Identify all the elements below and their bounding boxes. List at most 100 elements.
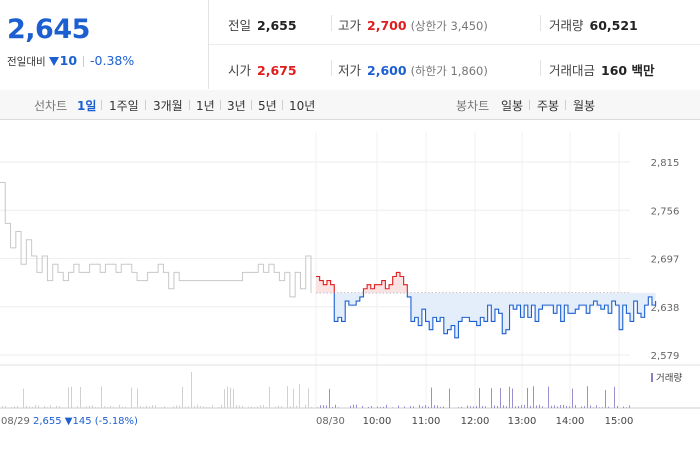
volume-bar xyxy=(317,407,318,408)
volume-bar xyxy=(113,406,114,408)
volume-bar xyxy=(419,404,420,408)
volume-bar xyxy=(17,405,18,408)
volume-bar xyxy=(89,405,90,408)
volume-bar xyxy=(143,407,144,408)
volume-bar xyxy=(248,406,249,408)
stat-trade-value: 거래대금 160 백만 xyxy=(549,60,654,79)
volume-bar xyxy=(35,404,36,408)
volume-bar xyxy=(563,404,564,408)
tab-3month[interactable]: 3개월 xyxy=(153,99,183,113)
stat-high: 고가 2,700 (상한가 3,450) xyxy=(338,15,488,34)
high-value: 2,700 xyxy=(367,18,407,33)
volume-bar xyxy=(572,388,573,408)
volume-bar xyxy=(38,405,39,408)
volume-bar xyxy=(206,406,207,408)
stat-low: 저가 2,600 (하한가 1,860) xyxy=(338,60,488,79)
prev-close-label: 전일 xyxy=(228,18,252,33)
volume-bar xyxy=(203,406,204,408)
volume-bar xyxy=(320,405,321,408)
volume-bar xyxy=(134,407,135,408)
volume-bar xyxy=(428,406,429,408)
volume-bar xyxy=(533,386,534,408)
prev-close-value: 2,655 xyxy=(257,18,297,33)
volume-bar xyxy=(527,387,528,408)
volume-bar xyxy=(584,406,585,408)
volume-bar xyxy=(95,406,96,408)
divider xyxy=(282,100,283,110)
volume-bar xyxy=(11,407,12,408)
volume-bar xyxy=(68,387,69,408)
volume-bar xyxy=(296,405,297,408)
volume-bar xyxy=(194,406,195,408)
volume-bar xyxy=(200,406,201,408)
volume-bar xyxy=(521,405,522,408)
volume-bar xyxy=(218,406,219,408)
today-line-up xyxy=(316,271,408,293)
volume-bar xyxy=(542,406,543,408)
volume-bar xyxy=(263,405,264,408)
volume-bar xyxy=(398,405,399,408)
volume-bar xyxy=(32,406,33,408)
volume-bar xyxy=(329,388,330,408)
volume-bar xyxy=(530,405,531,408)
volume-legend-label: 거래량 xyxy=(656,372,682,384)
volume-bar xyxy=(197,404,198,408)
tab-10year[interactable]: 10년 xyxy=(289,99,316,113)
volume-bar xyxy=(338,407,339,408)
volume-bar xyxy=(110,405,111,408)
volume-bar xyxy=(26,405,27,408)
volume-bar xyxy=(281,406,282,408)
volume-bar xyxy=(431,387,432,408)
volume-bar xyxy=(554,405,555,408)
volume-bar xyxy=(332,407,333,408)
tab-1year[interactable]: 1년 xyxy=(196,99,215,113)
divider xyxy=(331,15,332,31)
today-date-label: 08/30 xyxy=(316,416,345,427)
volume-bar xyxy=(629,405,630,408)
volume-bar xyxy=(425,405,426,408)
volume-bar xyxy=(602,407,603,408)
stat-open: 시가 2,675 xyxy=(228,60,297,79)
volume-bar xyxy=(5,405,6,408)
volume-bar xyxy=(590,405,591,408)
divider xyxy=(540,60,541,76)
tab-1day[interactable]: 1일 xyxy=(77,99,97,113)
tab-weekly[interactable]: 주봉 xyxy=(537,99,560,113)
trade-value-label: 거래대금 xyxy=(549,63,596,78)
volume-bar xyxy=(29,406,30,408)
quote-summary: 2,645 전일대비 10 -0.38% 전일 2,655 고가 2,700 (상한가 3… xyxy=(0,0,700,91)
volume-bar xyxy=(86,406,87,408)
tab-daily[interactable]: 일봉 xyxy=(501,99,524,113)
current-price: 2,645 xyxy=(7,14,90,45)
x-tick-label: 13:00 xyxy=(508,416,537,427)
tab-3year[interactable]: 3년 xyxy=(227,99,246,113)
prev-day-summary-label: 2,655 ▼145 (-5.18%) xyxy=(33,416,138,427)
volume-bar xyxy=(410,406,411,408)
volume-bar xyxy=(350,405,351,408)
volume-bar xyxy=(14,406,15,408)
volume-label: 거래량 xyxy=(549,18,584,33)
volume-bar xyxy=(449,388,450,408)
volume-bar xyxy=(299,384,300,408)
tab-monthly[interactable]: 월봉 xyxy=(573,99,596,113)
tab-1week[interactable]: 1주일 xyxy=(109,99,139,113)
volume-bar xyxy=(278,405,279,408)
volume-bar xyxy=(62,407,63,408)
change-percent: -0.38% xyxy=(90,53,135,68)
volume-bar xyxy=(566,405,567,408)
divider xyxy=(220,100,221,110)
volume-bar xyxy=(104,406,105,408)
volume-bar xyxy=(473,406,474,408)
volume-bar xyxy=(137,388,138,408)
volume-bar xyxy=(254,407,255,408)
volume-bar xyxy=(362,406,363,408)
volume-bar xyxy=(275,406,276,408)
volume-bar xyxy=(485,406,486,408)
divider xyxy=(209,44,700,45)
volume-bar xyxy=(587,386,588,408)
candle-chart-title: 봉차트 xyxy=(456,99,490,113)
volume-bar xyxy=(23,388,24,408)
volume-bar xyxy=(443,406,444,408)
tab-5year[interactable]: 5년 xyxy=(258,99,277,113)
volume-bar xyxy=(383,406,384,408)
